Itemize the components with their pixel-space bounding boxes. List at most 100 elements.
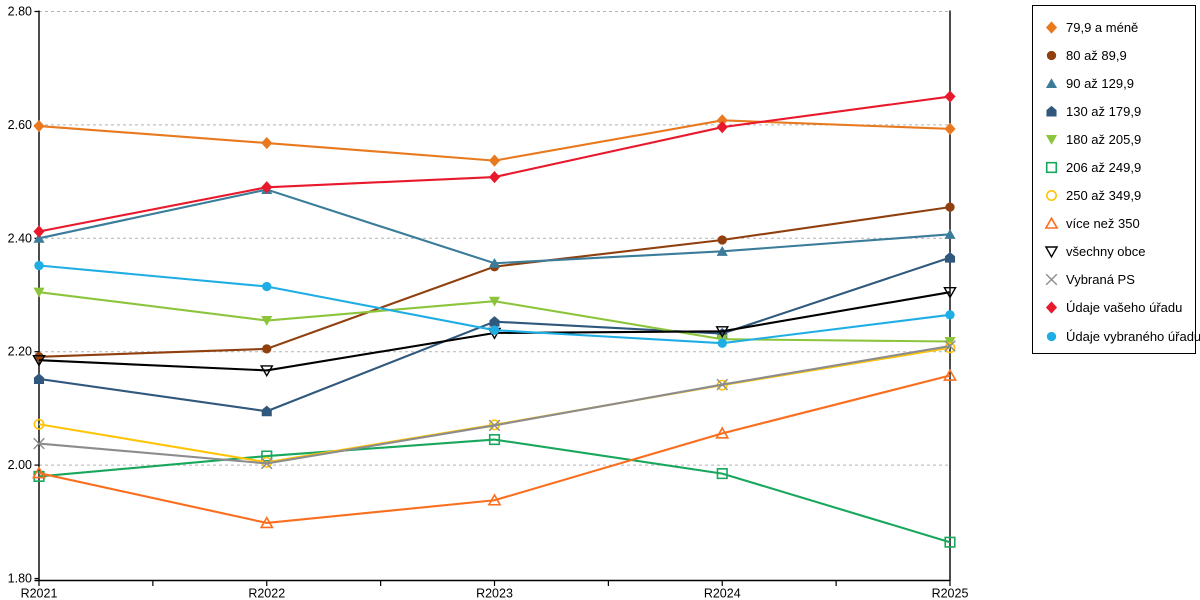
triangle-up-icon xyxy=(1045,77,1058,88)
triangle-up-open-marker xyxy=(715,426,730,439)
x-axis-label: R2025 xyxy=(932,587,969,600)
legend-item-9: všechny obce xyxy=(1044,238,1195,266)
diamond-marker xyxy=(488,154,501,167)
legend-label: 79,9 a méně xyxy=(1066,19,1139,35)
triangle-down-marker xyxy=(944,336,956,347)
pentagon-marker xyxy=(489,316,500,327)
legend-label: Údaje vašeho úřadu xyxy=(1066,300,1183,316)
legend-item-7: 250 až 349,9 xyxy=(1044,182,1195,210)
legend-label: 180 až 205,9 xyxy=(1066,131,1142,147)
y-axis-label: 2.00 xyxy=(8,458,32,472)
x-axis-label: R2024 xyxy=(704,587,741,600)
series-line xyxy=(38,374,951,524)
x-marker xyxy=(488,419,501,432)
x-axis-label: R2023 xyxy=(476,587,513,600)
x-axis-label: R2022 xyxy=(248,587,285,600)
diamond-marker xyxy=(944,122,956,135)
pentagon-marker xyxy=(33,373,45,384)
circle-marker xyxy=(717,235,727,245)
triangle-down-open-marker xyxy=(943,286,957,299)
triangle-down-open-marker xyxy=(259,365,274,378)
series-1 xyxy=(33,114,956,167)
circle-icon xyxy=(1046,50,1057,60)
y-axis-label: 2.60 xyxy=(8,118,32,132)
series-11 xyxy=(33,90,956,238)
circle-marker xyxy=(945,202,955,212)
triangle-up-open-marker xyxy=(32,466,46,479)
legend-item-5: 180 až 205,9 xyxy=(1044,125,1195,153)
legend-item-6: 206 až 249,9 xyxy=(1044,153,1195,181)
triangle-down-open-marker xyxy=(32,355,46,367)
legend-label: 90 až 129,9 xyxy=(1066,75,1134,91)
triangle-down-marker xyxy=(488,296,501,307)
x-icon xyxy=(1045,274,1058,286)
diamond-marker xyxy=(33,225,45,238)
series-7 xyxy=(33,342,956,468)
diamond-icon xyxy=(1045,301,1058,315)
diamond-marker xyxy=(261,181,273,194)
legend-item-4: 130 až 179,9 xyxy=(1044,97,1195,125)
pentagon-marker xyxy=(261,405,272,417)
pentagon-marker xyxy=(944,252,956,263)
legend-item-11: Údaje vašeho úřadu xyxy=(1044,294,1195,322)
triangle-down-icon xyxy=(1045,134,1058,145)
circle-open-marker xyxy=(33,418,45,430)
triangle-up-marker xyxy=(944,229,956,239)
square-open-icon xyxy=(1045,161,1058,174)
series-6 xyxy=(33,434,956,548)
diamond-marker xyxy=(716,114,728,127)
legend-item-10: Vybraná PS xyxy=(1044,266,1195,294)
triangle-up-open-marker xyxy=(943,368,957,381)
triangle-up-open-marker xyxy=(487,493,502,506)
diamond-icon xyxy=(1045,20,1058,34)
series-line xyxy=(38,344,951,465)
legend-label: 80 až 89,9 xyxy=(1066,47,1127,63)
legend-label: Vybraná PS xyxy=(1066,272,1135,288)
circle-marker xyxy=(262,281,272,292)
series-10 xyxy=(33,340,956,470)
triangle-down-open-icon xyxy=(1044,246,1059,259)
square-open-marker xyxy=(944,536,956,548)
series-line xyxy=(38,438,951,544)
triangle-up-open-icon xyxy=(1044,216,1059,230)
series-5 xyxy=(33,287,956,347)
triangle-up-marker xyxy=(488,257,501,268)
x-marker xyxy=(716,378,729,391)
series-12 xyxy=(34,260,955,348)
circle-marker xyxy=(34,352,44,362)
legend-item-3: 90 až 129,9 xyxy=(1044,69,1195,97)
legend-label: všechny obce xyxy=(1066,244,1146,260)
diamond-marker xyxy=(488,170,501,184)
legend-item-1: 79,9 a méně xyxy=(1044,13,1195,41)
diamond-marker xyxy=(716,121,728,134)
series-3 xyxy=(33,184,956,268)
legend-label: 206 až 249,9 xyxy=(1066,160,1142,176)
diamond-marker xyxy=(33,119,45,133)
diamond-marker xyxy=(944,90,956,103)
legend-item-12: Údaje vybraného úřadu xyxy=(1044,322,1200,350)
x-marker xyxy=(260,457,273,470)
circle-marker xyxy=(262,344,272,354)
y-axis-label: 2.20 xyxy=(8,345,32,359)
chart-legend: 79,9 a méně 80 až 89,9 90 až 129,9 130 až 1… xyxy=(1032,5,1200,354)
legend-label: 250 až 349,9 xyxy=(1066,188,1142,204)
series-8 xyxy=(32,368,957,529)
square-open-marker xyxy=(716,468,728,480)
triangle-down-open-marker xyxy=(715,326,730,339)
legend-label: více než 350 xyxy=(1066,216,1140,232)
legend-label: 130 až 179,9 xyxy=(1066,103,1142,119)
y-axis-label: 2.80 xyxy=(8,5,32,19)
pentagon-icon xyxy=(1046,105,1057,117)
x-marker xyxy=(33,437,45,450)
circle-marker xyxy=(489,325,500,335)
circle-icon xyxy=(1046,331,1057,341)
x-marker xyxy=(944,340,956,352)
circle-marker xyxy=(717,338,727,348)
legend-label: Údaje vybraného úřadu xyxy=(1066,328,1200,344)
triangle-up-open-marker xyxy=(259,516,274,529)
circle-open-icon xyxy=(1046,190,1057,202)
legend-item-8: více než 350 xyxy=(1044,210,1195,238)
x-axis-label: R2021 xyxy=(21,587,58,600)
